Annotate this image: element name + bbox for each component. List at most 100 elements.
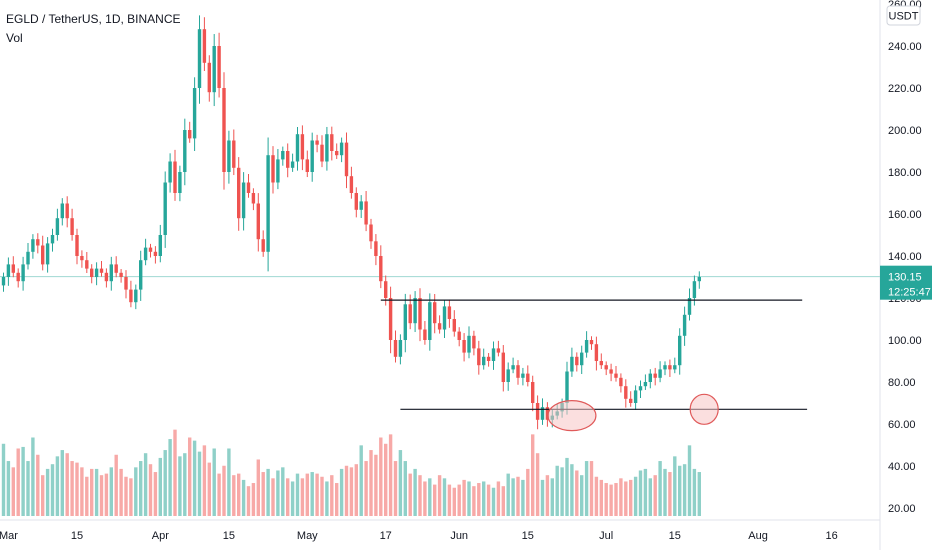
volume-bar	[266, 468, 270, 516]
candle-body	[26, 251, 30, 265]
candle-body	[90, 268, 94, 277]
candle-body	[668, 365, 672, 370]
volume-bar	[526, 468, 530, 516]
candle-body	[300, 134, 305, 160]
candle-body	[227, 140, 231, 172]
volume-bar	[85, 476, 89, 516]
candle-body	[295, 134, 300, 162]
candle-body	[109, 264, 113, 282]
volume-bar	[183, 453, 187, 516]
candle-body	[663, 365, 667, 370]
candle-body	[614, 373, 618, 378]
candle-body	[648, 373, 652, 382]
volume-bar	[271, 478, 275, 516]
last-price-box	[880, 265, 932, 300]
volume-bar	[545, 475, 550, 516]
volume-bar	[55, 456, 60, 516]
candle-body	[384, 281, 388, 298]
price-tick-label: 40.00	[888, 461, 916, 473]
candle-body	[344, 142, 349, 177]
candle-body	[589, 340, 594, 345]
volume-bar	[119, 468, 123, 516]
volume-bar	[168, 439, 172, 516]
volume-bar	[21, 446, 25, 516]
volume-bar	[614, 483, 618, 516]
volume-bar	[143, 453, 148, 516]
volume-bar	[486, 484, 491, 516]
volume-bar	[418, 475, 422, 516]
volume-bar	[290, 481, 295, 516]
candle-body	[447, 306, 452, 319]
candle-body	[241, 182, 246, 219]
candle-body	[437, 323, 442, 330]
candle-body	[433, 302, 437, 324]
candle-body	[80, 256, 84, 261]
candle-body	[55, 218, 60, 235]
candle-body	[158, 235, 162, 256]
highlight-ellipse	[547, 400, 597, 432]
time-tick-label: 15	[669, 530, 681, 542]
candle-body	[653, 373, 657, 378]
candle-body	[148, 247, 153, 252]
candle-body	[472, 335, 476, 349]
candle-body	[486, 356, 491, 361]
last-price-badge: 130.15 12:25:47	[880, 265, 932, 300]
volume-bar	[65, 453, 69, 516]
volume-bar	[315, 473, 319, 516]
volume-bar	[139, 461, 143, 516]
volume-bar	[692, 468, 697, 516]
volume-bar	[589, 461, 594, 516]
candle-body	[545, 407, 550, 420]
volume-bar	[178, 456, 182, 516]
price-tick-label: 140.00	[888, 251, 922, 263]
candle-body	[482, 356, 486, 366]
volume-bar	[26, 461, 30, 516]
candle-body	[60, 203, 64, 219]
candle-body	[134, 289, 138, 303]
candle-body	[45, 243, 50, 265]
volume-bar	[237, 473, 241, 516]
volume-bar	[354, 464, 358, 516]
candle-body	[413, 298, 417, 324]
candle-body	[94, 268, 99, 277]
time-tick-label: Jun	[450, 530, 468, 542]
candle-body	[197, 29, 202, 88]
volume-bar	[134, 467, 138, 516]
candle-body	[511, 365, 515, 370]
volume-bar	[330, 475, 334, 516]
volume-bar	[668, 472, 672, 516]
volume-bar	[550, 478, 554, 516]
candle-body	[388, 298, 393, 340]
bar-countdown: 12:25:47	[888, 287, 931, 299]
candle-body	[114, 264, 118, 273]
time-tick-label: 16	[825, 530, 837, 542]
candle-body	[256, 203, 260, 240]
volume-bar	[491, 487, 496, 516]
candle-body	[604, 365, 608, 370]
volume-bar	[393, 461, 398, 516]
volume-bar	[511, 478, 515, 516]
volume-bar	[281, 467, 285, 516]
volume-bar	[423, 481, 427, 516]
volume-bar	[31, 437, 35, 516]
candle-body	[266, 155, 270, 252]
candle-body	[393, 340, 398, 357]
candle-body	[658, 369, 662, 378]
candle-body	[290, 161, 295, 168]
candle-body	[570, 356, 574, 372]
volume-bar	[472, 486, 476, 516]
candle-body	[339, 142, 344, 156]
volume-bar	[310, 472, 314, 516]
candle-body	[580, 352, 584, 366]
price-tick-label: 200.00	[888, 125, 922, 137]
candle-body	[237, 167, 241, 219]
volume-bar	[286, 478, 290, 516]
volume-bar	[163, 450, 167, 516]
candle-body	[330, 134, 334, 151]
volume-bar	[60, 450, 64, 516]
volume-bar	[217, 473, 221, 516]
candle-body	[687, 298, 692, 315]
volume-bar	[11, 467, 15, 516]
